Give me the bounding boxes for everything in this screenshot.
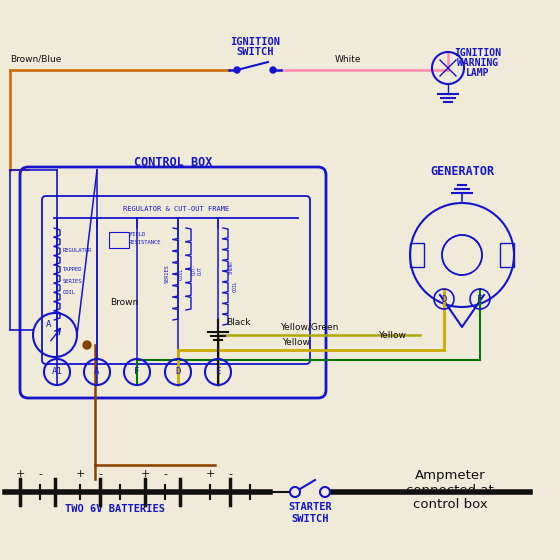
Text: GENERATOR: GENERATOR [430, 165, 494, 178]
Text: Brown/Blue: Brown/Blue [10, 55, 62, 64]
Text: COIL: COIL [233, 281, 238, 292]
Text: SHUNT: SHUNT [229, 260, 234, 274]
Text: FIELD: FIELD [129, 232, 145, 237]
Circle shape [234, 67, 240, 73]
Text: RESISTANCE: RESISTANCE [129, 240, 161, 245]
Text: TAPPED: TAPPED [63, 267, 82, 272]
Text: A1: A1 [52, 367, 62, 376]
Circle shape [270, 67, 276, 73]
Text: Black: Black [226, 318, 250, 327]
Text: D: D [175, 367, 181, 376]
Text: SERIES: SERIES [165, 265, 170, 283]
Text: REGULATOR & CUT-OUT FRAME: REGULATOR & CUT-OUT FRAME [123, 206, 229, 212]
Text: STARTER: STARTER [288, 502, 332, 512]
Text: F: F [477, 295, 483, 304]
Text: Brown: Brown [110, 298, 138, 307]
Text: CUT-
OUT: CUT- OUT [192, 263, 203, 275]
Text: +: + [206, 469, 214, 479]
Text: Yellow: Yellow [282, 338, 310, 347]
Text: White: White [335, 55, 362, 64]
Text: A: A [46, 320, 52, 329]
Text: SERIES: SERIES [63, 279, 82, 284]
Text: +: + [141, 469, 150, 479]
Text: -: - [38, 469, 42, 479]
Text: Ampmeter
connected at
control box: Ampmeter connected at control box [406, 469, 494, 511]
Text: SWITCH: SWITCH [236, 47, 274, 57]
Text: Yellow: Yellow [378, 331, 406, 340]
Circle shape [83, 341, 91, 349]
Text: TWO 6V BATTERIES: TWO 6V BATTERIES [65, 504, 165, 514]
Text: -: - [228, 469, 232, 479]
Text: COIL: COIL [179, 268, 184, 280]
Text: A: A [94, 367, 100, 376]
Text: COIL: COIL [63, 290, 76, 295]
Text: +: + [15, 469, 25, 479]
Text: CONTROL BOX: CONTROL BOX [134, 156, 212, 169]
Text: -: - [163, 469, 167, 479]
Text: IGNITION: IGNITION [455, 48, 502, 58]
Text: Yellow/Green: Yellow/Green [280, 323, 338, 332]
Text: +: + [75, 469, 85, 479]
Text: -: - [98, 469, 102, 479]
Text: LAMP: LAMP [466, 68, 490, 78]
Text: E: E [215, 367, 221, 376]
Text: SWITCH: SWITCH [291, 514, 329, 524]
Text: REGULATOR: REGULATOR [63, 249, 92, 254]
Text: D: D [441, 295, 447, 304]
Text: WARNING: WARNING [458, 58, 498, 68]
Circle shape [290, 487, 300, 497]
Circle shape [320, 487, 330, 497]
Text: F: F [134, 367, 139, 376]
Text: IGNITION: IGNITION [230, 37, 280, 47]
